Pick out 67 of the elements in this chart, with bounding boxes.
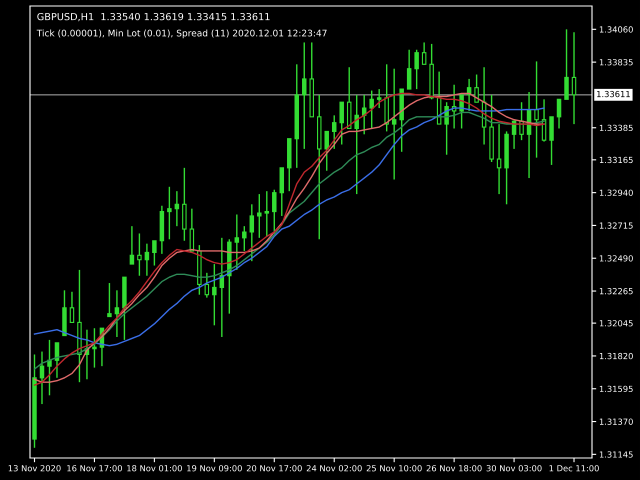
candlestick [204,272,210,298]
x-tick-label: 16 Nov 17:00 [67,465,122,472]
y-tick-label: 1.32265 [600,288,633,294]
candlestick [549,116,554,166]
y-tick-label: 1.34060 [600,26,633,33]
x-tick-label: 1 Dec 11:00 [550,465,599,472]
candlestick [190,208,194,252]
candlestick [332,114,336,150]
candlestick [302,42,306,150]
y-tick-label: 1.31370 [600,418,633,425]
candlestick [339,102,344,146]
x-tick-label: 19 Nov 09:00 [187,465,242,472]
candlestick [220,237,224,338]
candlestick [174,190,180,227]
x-tick-label: 13 Nov 2020 [8,465,61,472]
y-tick-label: 1.32715 [600,222,633,229]
candlestick [542,98,546,142]
text: GBPUSD,H1 1.33540 1.33619 1.33415 1.33611 [37,12,270,22]
candlestick [474,74,479,103]
candlestick [114,290,120,338]
candlestick [496,123,502,195]
candlestick [414,49,419,90]
candlestick [257,193,262,239]
text: Tick (0.00001), Min Lot (0.01), Spread (11) 2020.12.01 12:23:47 [36,30,327,38]
candlestick [369,90,374,130]
y-tick-label: 1.31145 [600,451,633,458]
candlestick [152,240,157,266]
candlestick [564,28,569,100]
y-tick-label: 1.32940 [600,190,633,196]
candlestick [212,263,217,326]
y-tick-label: 1.32045 [600,320,633,326]
candlestick [92,328,97,368]
candlestick [392,68,396,180]
candlestick [272,189,277,234]
candlestick [250,204,254,262]
candlestick [422,42,426,66]
candlestick [534,60,539,158]
candlestick [54,342,60,378]
candlestick [572,32,576,125]
ref-line-label: 1.33611 [597,90,630,98]
candlestick [167,186,172,240]
candlestick [144,242,150,276]
y-tick-label: 1.31595 [600,386,633,392]
candlestick [242,225,247,252]
candlestick [40,350,44,405]
x-tick-label: 24 Nov 02:00 [306,465,362,472]
x-tick-label: 25 Nov 10:00 [366,465,422,472]
candlestick [512,120,516,150]
x-tick-label: 30 Nov 03:00 [486,465,542,472]
x-tick-label: 18 Nov 01:00 [127,465,182,472]
y-tick-label: 1.31820 [600,352,633,360]
candlestick [264,190,270,238]
x-tick-label: 26 Nov 18:00 [426,465,482,472]
candlestick [376,88,382,109]
candlestick [70,291,74,324]
candlestick [556,98,562,130]
y-tick-label: 1.32490 [600,255,633,262]
y-tick-label: 1.33165 [600,156,633,164]
y-tick-label: 1.33385 [600,124,633,132]
candlestick [324,130,329,172]
candlestick [406,49,412,90]
candlestick [107,282,112,318]
candlestick [234,214,240,271]
y-tick-label: 1.33835 [600,59,633,66]
x-tick-label: 20 Nov 17:00 [246,465,302,472]
candlestick [130,225,134,265]
candlestick [137,232,142,276]
